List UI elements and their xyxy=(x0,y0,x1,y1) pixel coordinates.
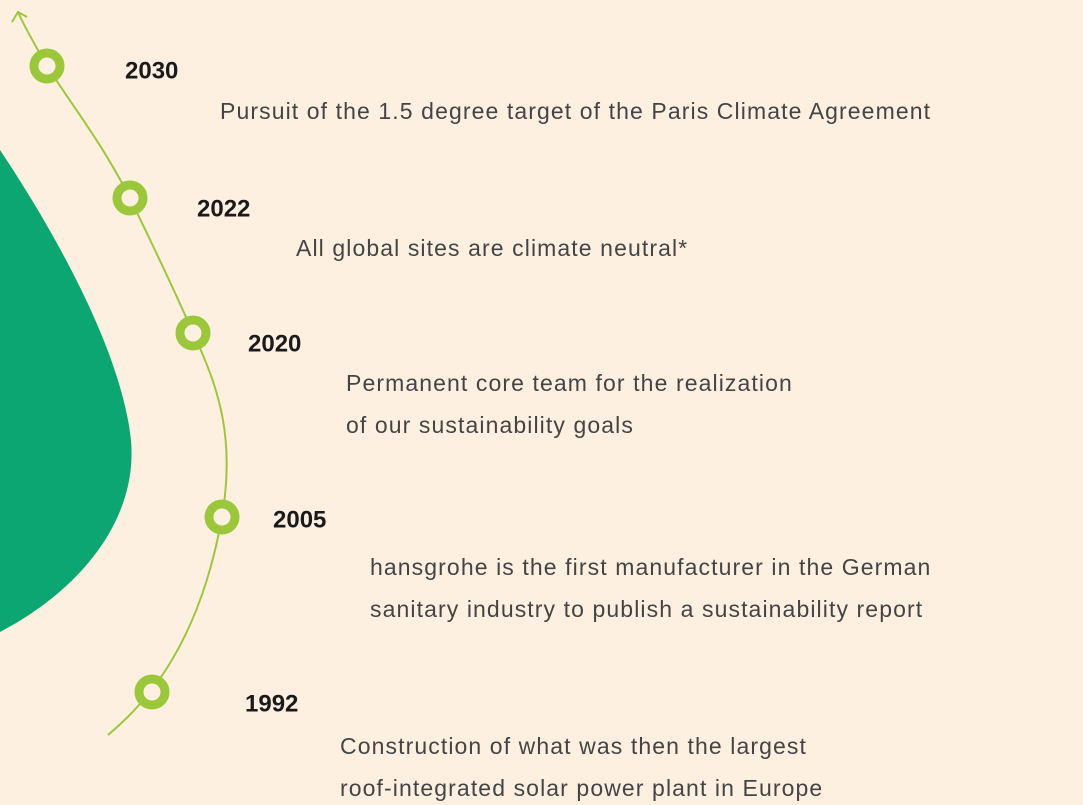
timeline-curve xyxy=(17,11,228,736)
timeline-node xyxy=(175,315,211,351)
year-label: 2030 xyxy=(125,57,178,84)
description: Permanent core team for the realization xyxy=(346,370,793,396)
description: sanitary industry to publish a sustainab… xyxy=(370,596,923,622)
decorative-blob xyxy=(0,150,132,632)
year-label: 2022 xyxy=(197,195,250,222)
timeline-node xyxy=(29,48,65,84)
description: Construction of what was then the larges… xyxy=(340,733,807,759)
arrow-head xyxy=(11,10,28,23)
year-label: 2005 xyxy=(273,506,326,533)
timeline-node xyxy=(134,674,170,710)
description: of our sustainability goals xyxy=(346,412,634,438)
description: Pursuit of the 1.5 degree target of the … xyxy=(220,98,931,124)
year-label: 2020 xyxy=(248,330,301,357)
description: roof-integrated solar power plant in Eur… xyxy=(340,775,823,801)
description: All global sites are climate neutral* xyxy=(296,235,688,261)
year-label: 1992 xyxy=(245,690,298,717)
timeline-node xyxy=(112,180,148,216)
timeline-node xyxy=(204,499,240,535)
description: hansgrohe is the first manufacturer in t… xyxy=(370,554,931,580)
